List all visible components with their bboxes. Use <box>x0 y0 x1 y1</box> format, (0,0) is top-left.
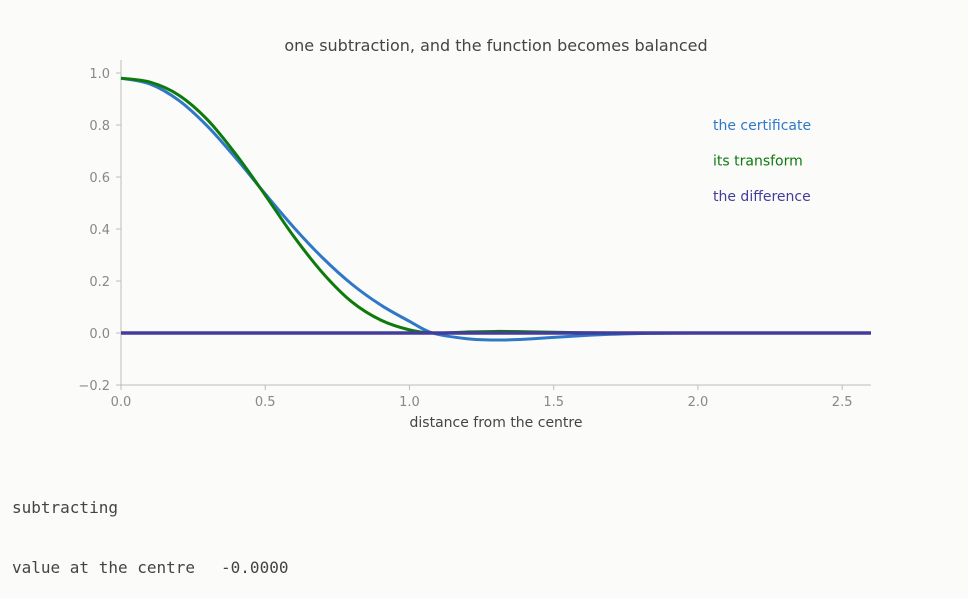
legend-item-its-transform: its transform <box>713 154 803 170</box>
legend: the certificate its transform the differen… <box>713 118 811 205</box>
x-tick-label: 0.0 <box>111 395 132 410</box>
axes: 0.0 0.5 1.0 1.5 2.0 2.5−0.20.00.20.40.60.81.0 <box>78 60 871 410</box>
chart-title: one subtraction, and the function become… <box>284 36 707 55</box>
y-tick-label: 0.4 <box>89 223 110 238</box>
center-value-label: value at the centre <box>12 558 196 577</box>
plot-area <box>120 76 872 342</box>
status-panel: subtracting value at the centre -0.0000 <box>12 458 288 598</box>
center-value: -0.0000 <box>221 558 289 577</box>
x-tick-label: 0.5 <box>255 395 276 410</box>
x-axis-label: distance from the centre <box>410 415 583 431</box>
x-tick-label: 1.5 <box>543 395 564 410</box>
series-line-its-transform <box>120 76 871 335</box>
x-tick-label: 2.5 <box>832 395 853 410</box>
legend-item-the-certificate: the certificate <box>713 118 811 134</box>
y-tick-label: 0.2 <box>89 275 110 290</box>
y-tick-label: 1.0 <box>89 67 110 82</box>
x-tick-label: 2.0 <box>688 395 709 410</box>
y-tick-label: 0.0 <box>89 327 110 342</box>
y-tick-label: 0.6 <box>89 171 110 186</box>
status-label: subtracting <box>12 498 118 517</box>
y-tick-label: −0.2 <box>78 379 110 394</box>
legend-item-the-difference: the difference <box>713 189 811 205</box>
x-tick-label: 1.0 <box>399 395 420 410</box>
y-tick-label: 0.8 <box>89 119 110 134</box>
chart: 0.0 0.5 1.0 1.5 2.0 2.5−0.20.00.20.40.60.81.0… <box>78 36 872 431</box>
